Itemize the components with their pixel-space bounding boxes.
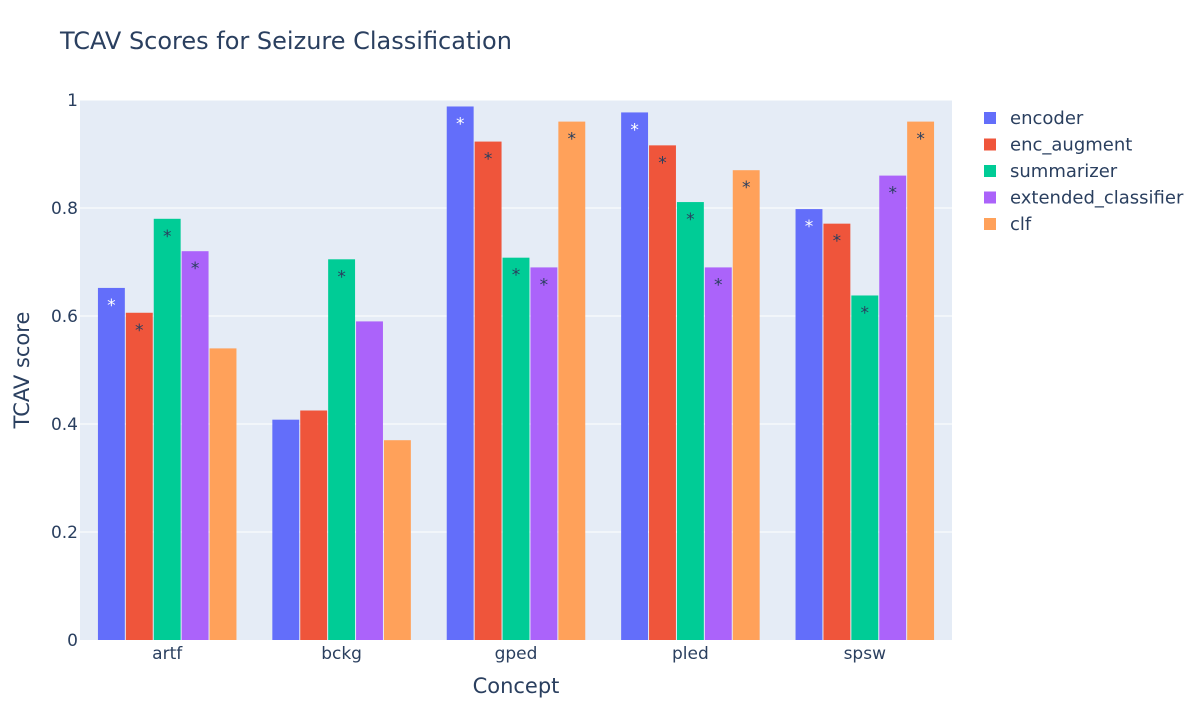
- legend-swatch-enc_augment: [984, 138, 996, 151]
- significance-marker: *: [337, 267, 346, 287]
- significance-marker: *: [861, 303, 870, 323]
- legend-swatch-encoder: [984, 112, 996, 124]
- significance-marker: *: [630, 120, 639, 140]
- x-tick-label: pled: [672, 644, 709, 664]
- legend-label-summarizer: summarizer: [1010, 161, 1118, 182]
- y-axis-title: TCAV score: [10, 312, 34, 430]
- significance-marker: *: [833, 232, 842, 252]
- y-tick-label: 0.6: [51, 307, 78, 327]
- bar-encoder-gped: [446, 106, 474, 641]
- legend-swatch-extended_classifier: [984, 191, 996, 204]
- bar-summarizer-spsw: [851, 295, 879, 640]
- significance-marker: *: [456, 114, 465, 134]
- bar-extended_classifier-gped: [530, 267, 558, 640]
- significance-marker: *: [916, 130, 925, 150]
- bar-summarizer-gped: [502, 257, 530, 640]
- significance-marker: *: [658, 153, 667, 173]
- bar-encoder-bckg: [272, 419, 300, 640]
- x-axis-title: Concept: [473, 674, 560, 698]
- bar-encoder-spsw: [795, 209, 823, 640]
- bar-extended_classifier-pled: [704, 267, 732, 640]
- significance-marker: *: [805, 217, 814, 237]
- bar-enc_augment-artf: [125, 312, 153, 640]
- x-tick-label: artf: [152, 644, 183, 664]
- y-tick-label: 0.2: [51, 523, 78, 543]
- significance-marker: *: [512, 266, 521, 286]
- legend-label-clf: clf: [1010, 214, 1032, 235]
- bar-summarizer-pled: [676, 202, 704, 640]
- significance-marker: *: [686, 210, 695, 230]
- chart-title: TCAV Scores for Seizure Classification: [59, 27, 512, 55]
- legend-swatch-summarizer: [984, 165, 996, 177]
- significance-marker: *: [714, 275, 723, 295]
- bar-encoder-artf: [97, 287, 125, 640]
- bar-enc_augment-bckg: [300, 410, 328, 640]
- significance-marker: *: [135, 321, 144, 341]
- legend-label-enc_augment: enc_augment: [1010, 135, 1132, 156]
- bar-clf-pled: [732, 170, 760, 640]
- bar-enc_augment-pled: [649, 145, 676, 641]
- x-tick-label: bckg: [321, 644, 362, 664]
- legend: encoder enc_augment summarizer extended_cla…: [984, 108, 1184, 235]
- bar-extended_classifier-spsw: [879, 175, 907, 640]
- bar-enc_augment-spsw: [823, 223, 851, 640]
- significance-markers: * * * * * * * * * * * * * * * * * * * *: [107, 114, 925, 340]
- legend-label-extended_classifier: extended_classifier: [1010, 188, 1184, 209]
- bar-summarizer-bckg: [328, 259, 356, 640]
- bar-encoder-pled: [621, 112, 649, 641]
- significance-marker: *: [107, 296, 116, 316]
- bar-clf-artf: [209, 348, 237, 640]
- bar-clf-gped: [558, 121, 586, 641]
- x-tick-label: gped: [495, 644, 538, 664]
- bar-extended_classifier-artf: [181, 251, 209, 640]
- x-tick-labels: artf bckg gped pled spsw: [152, 644, 886, 664]
- significance-marker: *: [742, 178, 751, 198]
- significance-marker: *: [568, 130, 577, 150]
- significance-marker: *: [888, 184, 897, 204]
- bar-enc_augment-gped: [474, 141, 502, 640]
- significance-marker: *: [163, 227, 172, 247]
- bars: [97, 106, 935, 641]
- legend-swatch-clf: [984, 218, 996, 230]
- significance-marker: *: [540, 275, 549, 295]
- y-tick-labels: 0 0.2 0.4 0.6 0.8 1: [51, 91, 78, 651]
- bar-clf-spsw: [907, 121, 935, 641]
- x-tick-label: spsw: [844, 644, 887, 664]
- y-tick-label: 0: [67, 631, 78, 651]
- y-tick-label: 0.8: [51, 199, 78, 219]
- significance-marker: *: [191, 259, 200, 279]
- bar-clf-bckg: [383, 440, 411, 640]
- bar-summarizer-artf: [153, 218, 181, 641]
- bar-extended_classifier-bckg: [356, 321, 383, 640]
- legend-label-encoder: encoder: [1010, 108, 1084, 129]
- significance-marker: *: [484, 150, 493, 170]
- y-tick-label: 0.4: [51, 415, 78, 435]
- y-tick-label: 1: [67, 91, 78, 111]
